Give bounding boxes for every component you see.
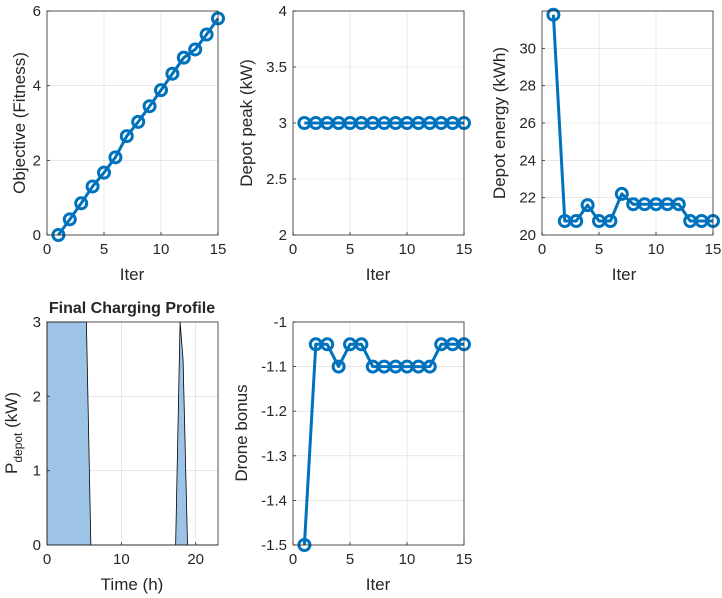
xlabel: Iter [120, 265, 145, 284]
y-tick-label: -1.4 [261, 492, 287, 509]
ylabel: Depot energy (kWh) [490, 47, 509, 199]
data-point [97, 165, 111, 180]
x-tick-label: 5 [100, 241, 108, 258]
data-point [188, 42, 203, 57]
ylabel-unit: (kW) [2, 392, 21, 433]
ylabel-subscript: depot [11, 432, 25, 463]
y-tick-label: 4 [33, 78, 41, 95]
subplot-objective: Objective (Fitness) Iter 0 5 10 15 0 2 4 6 [10, 3, 226, 284]
data-point [142, 99, 157, 114]
data-point [546, 7, 561, 22]
x-tick-label: 0 [43, 241, 51, 258]
data-point [85, 179, 100, 194]
data-point [331, 359, 346, 374]
ylabel-main: P [2, 463, 21, 474]
data-point [119, 129, 134, 144]
y-tick-label: 4 [279, 3, 287, 20]
y-tick-label: 3 [279, 115, 287, 132]
xlabel: Iter [366, 265, 391, 284]
series-line [302, 342, 464, 546]
data-point [320, 337, 335, 352]
xlabel: Iter [612, 265, 637, 284]
y-tick-label: 6 [33, 3, 41, 20]
x-tick-label: 5 [595, 241, 603, 258]
y-tick-label: 3 [33, 314, 41, 331]
x-tick-label: 0 [289, 241, 297, 258]
y-tick-label: 2.5 [266, 171, 287, 188]
x-tick-label: 15 [210, 241, 227, 258]
x-tick-label: 15 [705, 241, 722, 258]
subplot-charging-profile: Final Charging Profile Pdepot (kW) Time … [2, 300, 219, 594]
y-tick-label: 28 [519, 78, 536, 95]
ylabel: Depot peak (kW) [237, 59, 256, 187]
x-tick-label: 10 [399, 241, 416, 258]
y-tick-label: 2 [33, 152, 41, 169]
y-tick-label: 26 [519, 115, 536, 132]
y-tick-label: 2 [279, 227, 287, 244]
axis-box [292, 321, 465, 546]
y-tick-label: 20 [519, 227, 536, 244]
data-point [354, 337, 369, 352]
data-point [614, 186, 629, 201]
y-tick-label: -1.3 [261, 448, 287, 465]
axis-box [46, 321, 219, 546]
x-tick-label: 10 [113, 551, 130, 568]
y-tick-label: -1.1 [261, 359, 287, 376]
chart-title: Final Charging Profile [49, 300, 215, 317]
y-tick-label: 24 [519, 152, 536, 169]
subplot-depot-energy: Depot energy (kWh) Iter 0 5 10 15 20 22 24 26 28… [490, 7, 722, 284]
y-tick-label: 0 [33, 537, 41, 554]
x-tick-label: 10 [648, 241, 665, 258]
x-tick-label: 5 [346, 241, 354, 258]
x-tick-label: 10 [399, 551, 416, 568]
data-point [603, 214, 618, 228]
data-point [176, 50, 191, 65]
data-point [199, 27, 214, 42]
x-tick-label: 5 [346, 551, 354, 568]
data-point [569, 214, 584, 228]
data-point [580, 198, 595, 213]
ylabel: Pdepot (kW) [2, 392, 25, 474]
ylabel: Drone bonus [232, 384, 251, 481]
x-tick-label: 15 [456, 551, 473, 568]
x-tick-label: 0 [538, 241, 546, 258]
x-tick-label: 20 [187, 551, 204, 568]
y-tick-label: -1 [274, 314, 287, 331]
y-tick-label: 2 [33, 388, 41, 405]
y-tick-label: -1.2 [261, 403, 287, 420]
data-point [671, 197, 686, 212]
xlabel: Time (h) [101, 575, 164, 594]
x-tick-label: 0 [289, 551, 297, 568]
data-point [74, 196, 89, 211]
data-point [131, 114, 146, 129]
data-point [422, 359, 437, 374]
data-point [165, 66, 180, 81]
y-tick-label: 22 [519, 190, 536, 207]
y-tick-label: 3.5 [266, 59, 287, 76]
data-point [108, 150, 123, 165]
y-tick-label: 30 [519, 40, 536, 57]
subplot-drone-bonus: Drone bonus Iter 0 5 10 15 -1.5 -1.4 -1.3 -1.2 -… [232, 314, 472, 594]
y-tick-label: 0 [33, 227, 41, 244]
y-tick-label: 1 [33, 463, 41, 480]
y-tick-label: -1.5 [261, 537, 287, 554]
axis-box [46, 10, 219, 236]
subplot-depot-peak: Depot peak (kW) Iter 0 5 10 15 2 2.5 3 3.5 4 [237, 3, 472, 284]
ylabel: Objective (Fitness) [10, 52, 29, 194]
x-tick-label: 15 [456, 241, 473, 258]
plot-area [293, 322, 464, 545]
x-tick-label: 0 [43, 551, 51, 568]
data-point [154, 83, 168, 98]
xlabel: Iter [366, 575, 391, 594]
data-point [62, 212, 77, 227]
x-tick-label: 10 [153, 241, 170, 258]
